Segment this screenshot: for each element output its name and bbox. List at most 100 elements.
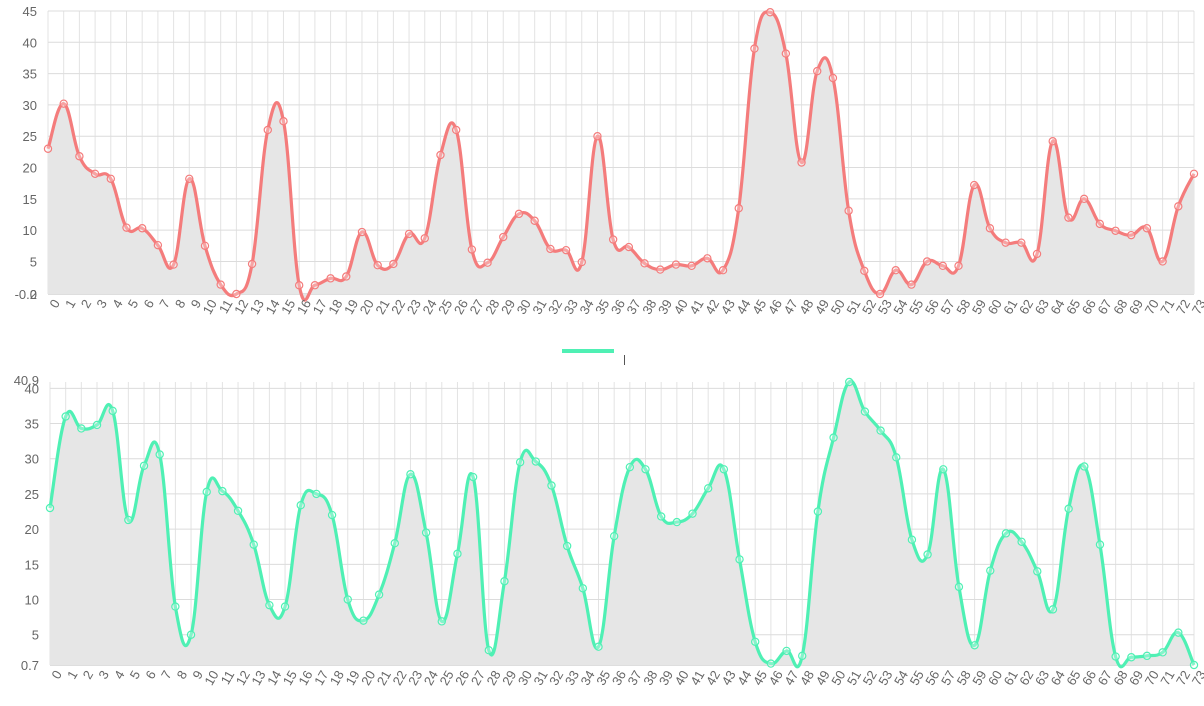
x-tick-label: 52 (860, 668, 880, 688)
x-tick-label: 36 (609, 668, 629, 688)
data-point (263, 125, 272, 135)
x-tick-label: 29 (498, 297, 518, 317)
y-tick-label: 30 (23, 98, 37, 113)
x-tick-label: 19 (342, 668, 362, 688)
data-point (594, 642, 603, 651)
data-point (233, 506, 243, 516)
data-point (923, 550, 932, 559)
y-tick-label: 15 (23, 192, 37, 207)
data-point (703, 484, 713, 493)
data-point (43, 144, 53, 153)
data-point (186, 630, 196, 639)
data-point (1142, 651, 1152, 661)
x-tick-label: 35 (593, 668, 613, 688)
data-point (641, 465, 650, 474)
x-tick-label: 60 (985, 668, 1005, 688)
data-point (515, 458, 525, 467)
x-tick-label: 6 (142, 668, 159, 682)
data-point (530, 216, 539, 225)
data-point (1032, 249, 1042, 259)
data-point (216, 280, 225, 289)
x-tick-label: 14 (264, 668, 284, 688)
data-point (797, 158, 806, 167)
y-tick-label: 40.9 (14, 373, 39, 388)
x-tick-label: 33 (561, 297, 581, 317)
x-tick-label: 2 (80, 668, 97, 682)
data-point (169, 260, 178, 269)
x-tick-label: 31 (530, 668, 550, 688)
data-point (798, 651, 807, 661)
x-tick-label: 21 (372, 297, 392, 317)
y-tick-label: 5 (32, 628, 39, 643)
x-tick-label: 21 (374, 668, 394, 688)
x-tick-label: 11 (218, 668, 238, 687)
data-point (703, 254, 712, 263)
data-point (547, 481, 556, 490)
data-point (514, 209, 524, 219)
data-point (139, 461, 149, 470)
data-point (1080, 462, 1089, 471)
data-point (1127, 230, 1136, 240)
data-point (327, 510, 337, 520)
x-tick-label: 7 (158, 668, 175, 682)
x-tick-label: 10 (200, 297, 220, 317)
x-tick-label: 46 (765, 297, 785, 317)
data-point (359, 616, 368, 625)
legend-swatch[interactable] (562, 349, 614, 353)
data-point (453, 549, 462, 558)
x-tick-label: 40 (671, 297, 691, 317)
data-point (451, 125, 461, 135)
data-point (279, 116, 288, 126)
x-tick-label: 58 (953, 297, 973, 317)
data-point (1048, 605, 1058, 614)
data-point (782, 646, 791, 656)
x-tick-label: 51 (843, 297, 863, 317)
x-tick-label: 32 (546, 668, 566, 688)
data-point (1142, 224, 1152, 233)
data-point (437, 617, 446, 626)
x-tick-label: 28 (482, 297, 502, 317)
data-point (124, 515, 133, 525)
data-point (531, 457, 541, 466)
data-point (656, 512, 666, 521)
data-point (77, 424, 86, 433)
data-point (202, 487, 211, 497)
x-tick-label: 8 (174, 668, 191, 682)
data-point (718, 266, 728, 275)
data-point (907, 535, 917, 544)
data-point (765, 8, 775, 17)
x-tick-label: 6 (140, 297, 157, 311)
y-tick-label: 30 (25, 452, 39, 467)
x-tick-label: 43 (719, 668, 739, 688)
data-point (1127, 653, 1136, 662)
x-tick-label: 40 (672, 668, 692, 688)
data-point (310, 281, 320, 290)
data-point (155, 450, 164, 459)
data-point (59, 99, 68, 108)
data-point (640, 259, 649, 268)
x-tick-label: 54 (890, 297, 910, 317)
data-point (373, 260, 382, 270)
x-tick-label: 19 (341, 297, 361, 317)
x-tick-label: 38 (640, 668, 660, 688)
x-tick-label: 23 (405, 668, 425, 688)
x-tick-label: 38 (639, 297, 659, 317)
data-point (844, 206, 853, 215)
x-tick-label: 12 (233, 668, 253, 688)
x-tick-label: 43 (718, 297, 738, 317)
x-tick-label: 0 (48, 668, 65, 682)
data-point (751, 637, 760, 646)
y-tick-label: 35 (23, 67, 37, 82)
data-point (813, 507, 823, 516)
y-tick-label: 0.7 (21, 658, 39, 673)
x-tick-label: 63 (1032, 297, 1052, 317)
data-point (1174, 202, 1183, 211)
data-point (922, 257, 932, 266)
data-point (90, 169, 100, 178)
data-point (1189, 169, 1199, 178)
data-point (342, 272, 351, 281)
x-tick-label: 54 (891, 668, 911, 688)
data-point (500, 577, 509, 586)
x-tick-label: 41 (686, 297, 706, 317)
data-point (280, 602, 290, 611)
